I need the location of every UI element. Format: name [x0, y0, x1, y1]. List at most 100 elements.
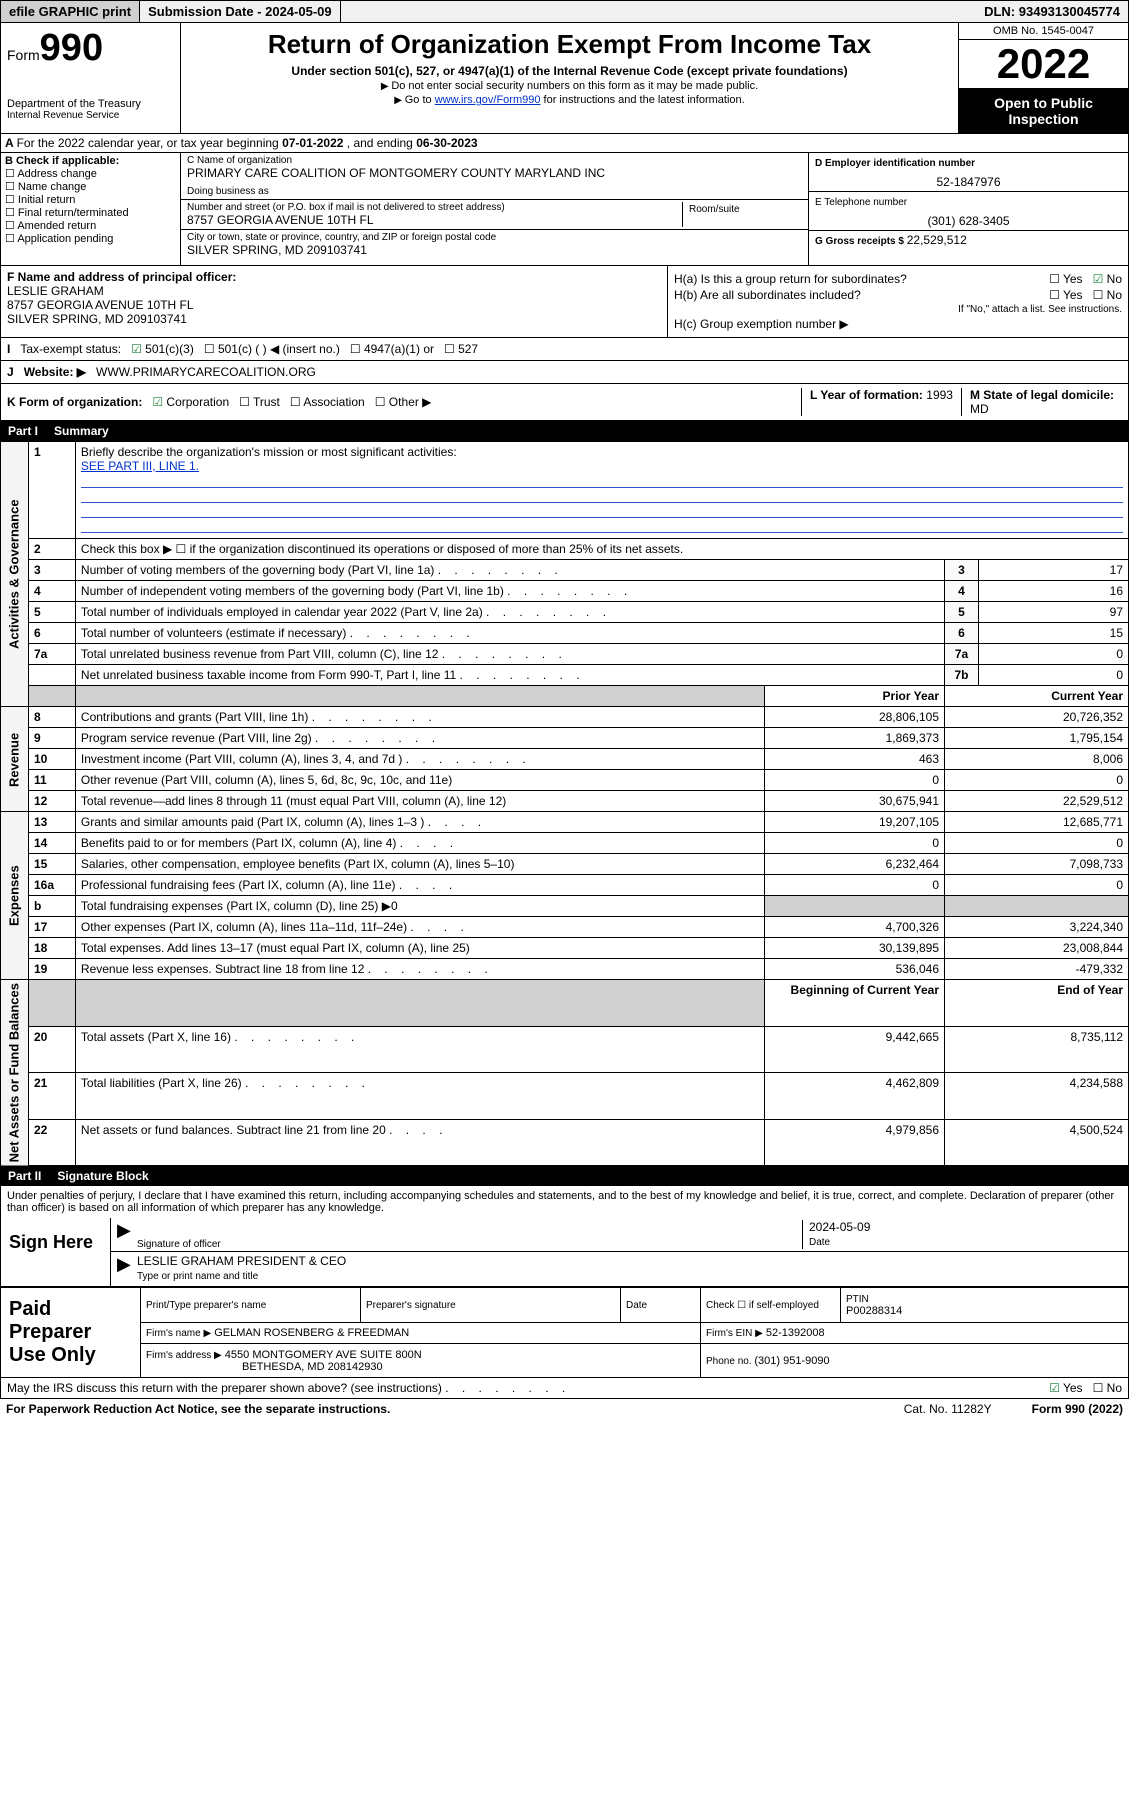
- efile-print-button[interactable]: efile GRAPHIC print: [1, 1, 140, 22]
- line12: 12Total revenue—add lines 8 through 11 (…: [1, 791, 1129, 812]
- chk-final-return[interactable]: Final return/terminated: [5, 206, 176, 219]
- line9: 9Program service revenue (Part VIII, lin…: [1, 728, 1129, 749]
- net-vlabel: Net Assets or Fund Balances: [1, 980, 29, 1166]
- chk-address-change[interactable]: Address change: [5, 167, 176, 180]
- c-dba-label: Doing business as: [187, 186, 802, 197]
- k-association[interactable]: Association: [290, 395, 365, 409]
- irs-link[interactable]: www.irs.gov/Form990: [435, 94, 541, 106]
- prep-print-label: Print/Type preparer's name: [146, 1300, 266, 1311]
- i-501c[interactable]: 501(c) ( ) ◀ (insert no.): [204, 342, 340, 356]
- m-value: MD: [970, 402, 989, 416]
- irs-label: Internal Revenue Service: [7, 110, 174, 121]
- omb-number: OMB No. 1545-0047: [959, 23, 1128, 40]
- prep-check-label[interactable]: Check ☐ if self-employed: [706, 1300, 819, 1311]
- sign-here-label: Sign Here: [1, 1218, 111, 1286]
- g-label: G Gross receipts $: [815, 236, 907, 247]
- exp-vlabel: Expenses: [1, 812, 29, 980]
- m-label: M State of legal domicile:: [970, 388, 1114, 402]
- dln-value: 93493130045774: [1019, 4, 1120, 19]
- note2-post: for instructions and the latest informat…: [540, 94, 744, 106]
- discuss-no[interactable]: No: [1093, 1381, 1122, 1395]
- ha-yes[interactable]: Yes: [1049, 272, 1082, 286]
- h-c: H(c) Group exemption number ▶: [674, 317, 1122, 331]
- firm-ein: 52-1392008: [766, 1327, 825, 1339]
- chk-application-pending[interactable]: Application pending: [5, 232, 176, 245]
- line1: Briefly describe the organization's miss…: [75, 442, 1128, 539]
- form-title: Return of Organization Exempt From Incom…: [187, 29, 952, 60]
- k-trust[interactable]: Trust: [239, 395, 280, 409]
- e-value: (301) 628-3405: [815, 214, 1122, 228]
- f-label: F Name and address of principal officer:: [7, 270, 236, 284]
- line1-value[interactable]: SEE PART III, LINE 1.: [81, 459, 199, 473]
- k-label: K Form of organization:: [7, 395, 142, 409]
- cat-no: Cat. No. 11282Y: [904, 1402, 992, 1416]
- d-value: 52-1847976: [815, 175, 1122, 189]
- form-prefix: Form: [7, 47, 40, 63]
- sig-name-title: LESLIE GRAHAM PRESIDENT & CEO: [137, 1254, 1122, 1268]
- arrow-icon: ▶: [117, 1254, 137, 1284]
- line17: 17Other expenses (Part IX, column (A), l…: [1, 917, 1129, 938]
- chk-name-change[interactable]: Name change: [5, 180, 176, 193]
- chk-initial-return[interactable]: Initial return: [5, 193, 176, 206]
- line14: 14Benefits paid to or for members (Part …: [1, 833, 1129, 854]
- chk-amended-return[interactable]: Amended return: [5, 219, 176, 232]
- a-pre: For the 2022 calendar year, or tax year …: [17, 136, 283, 150]
- discuss-yes[interactable]: Yes: [1049, 1381, 1082, 1395]
- k-corporation[interactable]: Corporation: [152, 395, 229, 409]
- line21: 21Total liabilities (Part X, line 26)4,4…: [1, 1073, 1129, 1120]
- i-527[interactable]: 527: [444, 342, 478, 356]
- section-l: L Year of formation: 1993: [801, 388, 961, 416]
- c-city-label: City or town, state or province, country…: [187, 232, 802, 243]
- c-street-value: 8757 GEORGIA AVENUE 10TH FL: [187, 213, 682, 227]
- hb-yes[interactable]: Yes: [1049, 288, 1082, 302]
- sign-here-row: Sign Here ▶ Signature of officer 2024-05…: [1, 1218, 1128, 1286]
- fh-row: F Name and address of principal officer:…: [0, 266, 1129, 338]
- ha-no[interactable]: No: [1093, 272, 1122, 286]
- i-501c3[interactable]: 501(c)(3): [131, 342, 194, 356]
- e-label: E Telephone number: [815, 197, 907, 208]
- j-label: Website: ▶: [24, 365, 86, 379]
- line1-label: Briefly describe the organization's miss…: [81, 445, 457, 459]
- section-g: G Gross receipts $ 22,529,512: [809, 231, 1128, 265]
- hc-label: H(c) Group exemption number ▶: [674, 317, 849, 331]
- preparer-table: Paid Preparer Use Only Print/Type prepar…: [0, 1287, 1129, 1378]
- section-klm: K Form of organization: Corporation Trus…: [0, 384, 1129, 421]
- firm-name: GELMAN ROSENBERG & FREEDMAN: [214, 1327, 409, 1339]
- note2-pre: Go to: [405, 94, 435, 106]
- section-h: H(a) Is this a group return for subordin…: [668, 266, 1128, 337]
- line22: 22Net assets or fund balances. Subtract …: [1, 1119, 1129, 1166]
- line3: 3Number of voting members of the governi…: [1, 560, 1129, 581]
- prep-date-label: Date: [626, 1300, 647, 1311]
- form-header-left: Form990 Department of the Treasury Inter…: [1, 23, 181, 133]
- prep-label: Paid Preparer Use Only: [1, 1288, 141, 1378]
- discuss-text: May the IRS discuss this return with the…: [7, 1381, 565, 1395]
- c-name-value: PRIMARY CARE COALITION OF MONTGOMERY COU…: [187, 166, 802, 180]
- i-4947[interactable]: 4947(a)(1) or: [350, 342, 434, 356]
- line11: 11Other revenue (Part VIII, column (A), …: [1, 770, 1129, 791]
- tax-year: 2022: [959, 40, 1128, 89]
- year-header: Prior YearCurrent Year: [1, 686, 1129, 707]
- part1-num: Part I: [8, 424, 38, 438]
- form-subtitle: Under section 501(c), 527, or 4947(a)(1)…: [187, 64, 952, 78]
- prep-ptin-label: PTIN: [846, 1294, 869, 1305]
- line7b: Net unrelated business taxable income fr…: [1, 665, 1129, 686]
- top-bar: efile GRAPHIC print Submission Date - 20…: [0, 0, 1129, 23]
- submission-label: Submission Date -: [148, 4, 265, 19]
- line18: 18Total expenses. Add lines 13–17 (must …: [1, 938, 1129, 959]
- a-begin: 07-01-2022: [282, 136, 343, 150]
- k-other[interactable]: Other ▶: [375, 395, 432, 409]
- a-end: 06-30-2023: [416, 136, 477, 150]
- section-deg: D Employer identification number 52-1847…: [808, 153, 1128, 265]
- form-header-right: OMB No. 1545-0047 2022 Open to Public In…: [958, 23, 1128, 133]
- hb-no[interactable]: No: [1093, 288, 1122, 302]
- form-note1: Do not enter social security numbers on …: [187, 80, 952, 92]
- f-name: LESLIE GRAHAM: [7, 284, 104, 298]
- section-c: C Name of organization PRIMARY CARE COAL…: [181, 153, 808, 265]
- gov-vlabel: Activities & Governance: [1, 442, 29, 707]
- prep-sig-label: Preparer's signature: [366, 1300, 456, 1311]
- phone-value: (301) 951-9090: [754, 1355, 829, 1367]
- line2: Check this box ▶ ☐ if the organization d…: [75, 539, 1128, 560]
- line5: 5Total number of individuals employed in…: [1, 602, 1129, 623]
- paperwork-text: For Paperwork Reduction Act Notice, see …: [6, 1402, 390, 1416]
- part1-title: Summary: [54, 424, 109, 438]
